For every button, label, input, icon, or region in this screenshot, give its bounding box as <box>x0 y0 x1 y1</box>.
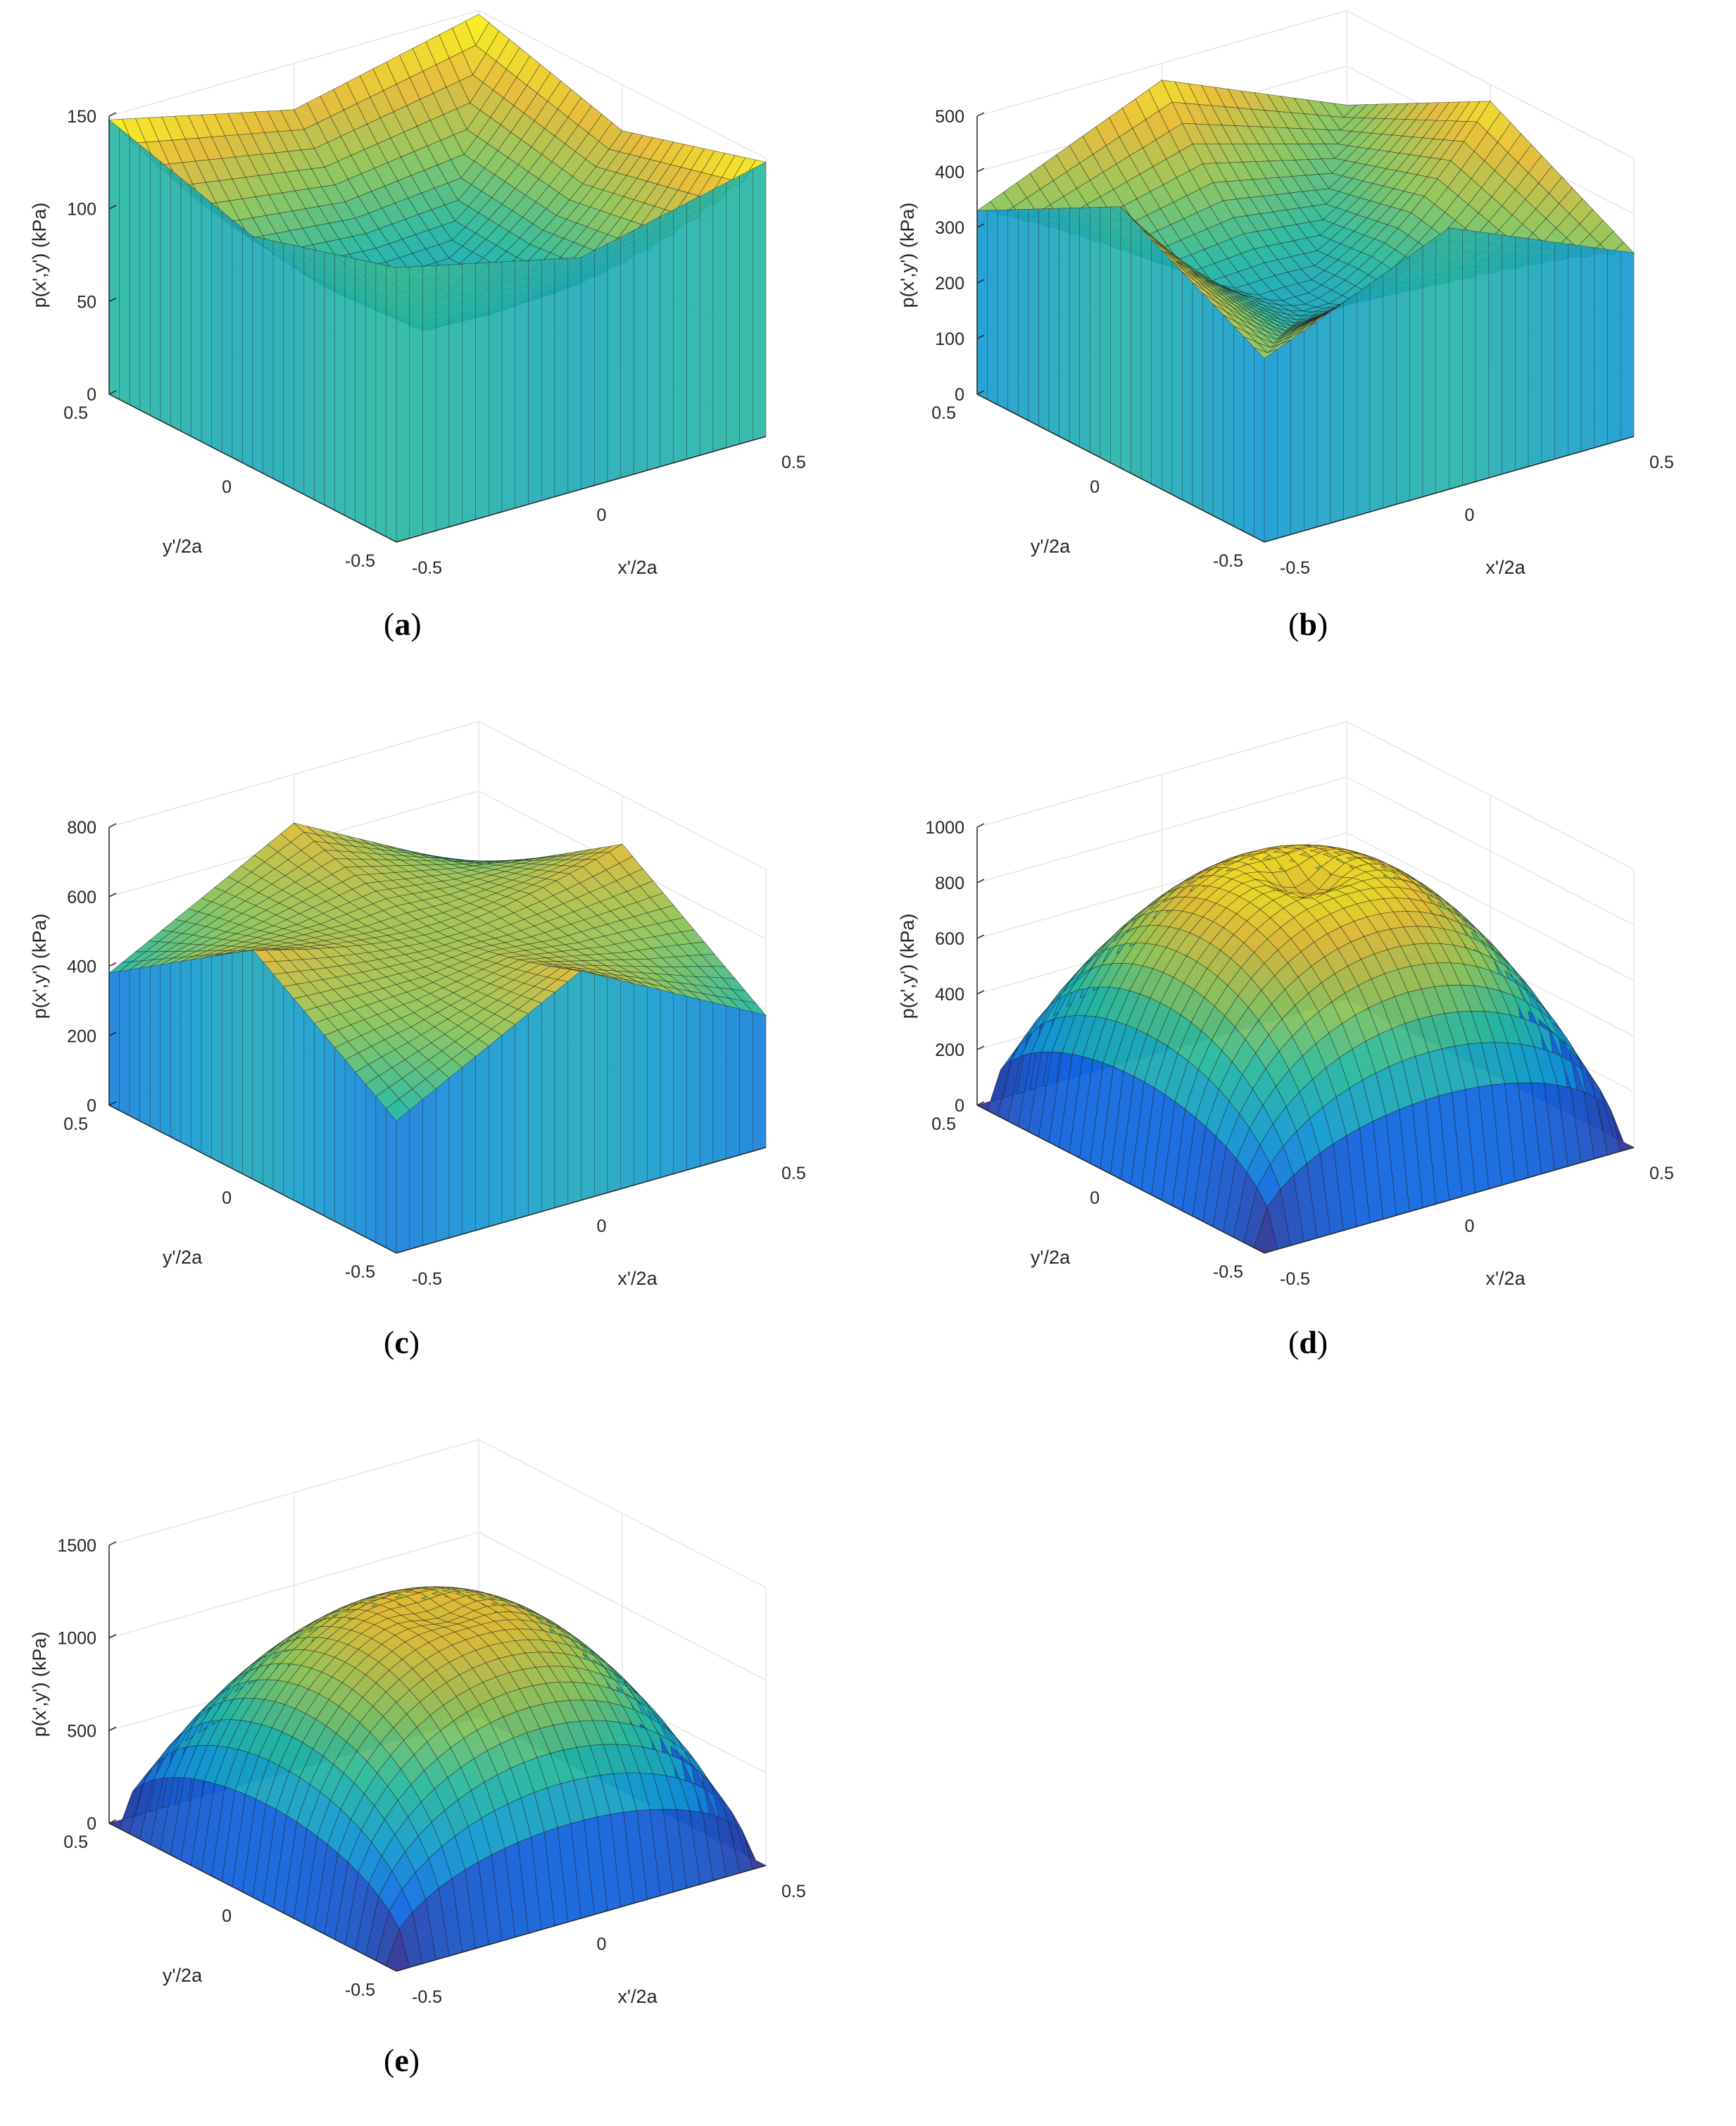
z-tick-label: 1000 <box>925 818 964 838</box>
z-tick-label: 600 <box>935 929 964 949</box>
y-tick-label: 0.5 <box>931 1114 956 1134</box>
z-tick-label: 400 <box>935 163 964 182</box>
z-tick-label: 300 <box>935 218 964 238</box>
z-tick-label: 500 <box>935 107 964 127</box>
caption-c: (c) <box>384 1324 420 1360</box>
y-tick-label: 0 <box>222 1188 232 1208</box>
z-axis-label: p(x',y') (kPa) <box>29 914 50 1019</box>
x-tick-label: 0.5 <box>1649 453 1674 472</box>
z-tick-label: 0 <box>87 385 96 405</box>
x-tick-label: 0 <box>597 505 607 525</box>
y-axis-label: y'/2a <box>163 1965 203 1986</box>
caption-a: (a) <box>384 606 422 642</box>
chart-panel-b: 0 100 200 300 400 500 0.5 0 -0.5 -0.5 0 0.5 y'/2a x'/… <box>868 0 1736 697</box>
x-tick-label: -0.5 <box>412 1987 442 2007</box>
axes-frame <box>108 823 767 1254</box>
z-tick-label: 0 <box>87 1814 96 1834</box>
surface-walls <box>976 206 1635 543</box>
caption-b: (b) <box>1288 606 1328 642</box>
y-axis-label: y'/2a <box>163 536 203 557</box>
z-tick-label: 50 <box>77 292 96 312</box>
z-tick-label: 100 <box>935 329 964 349</box>
y-tick-label: 0.5 <box>63 1114 88 1134</box>
x-tick-label: 0.5 <box>781 1164 806 1183</box>
caption-d: (d) <box>1288 1324 1328 1360</box>
z-tick-label: 200 <box>935 1040 964 1060</box>
y-tick-label: -0.5 <box>345 551 375 571</box>
z-tick-label: 800 <box>935 874 964 893</box>
axes-frame <box>976 112 1635 543</box>
z-tick-label: 200 <box>935 274 964 294</box>
x-axis-label: x'/2a <box>617 557 658 578</box>
z-tick-label: 150 <box>67 107 96 127</box>
y-axis-label: y'/2a <box>163 1247 203 1268</box>
z-tick-label: 200 <box>67 1026 96 1046</box>
x-axis-label: x'/2a <box>1485 1268 1526 1289</box>
y-tick-label: 0.5 <box>63 403 88 423</box>
x-axis-label: x'/2a <box>617 1986 658 2007</box>
z-tick-label: 500 <box>67 1721 96 1741</box>
y-tick-label: 0 <box>222 1906 232 1926</box>
x-tick-label: -0.5 <box>412 558 442 578</box>
z-axis-label: p(x',y') (kPa) <box>897 203 918 308</box>
x-axis-label: x'/2a <box>1485 557 1526 578</box>
surface-mesh <box>976 844 1635 1254</box>
z-tick-label: 1000 <box>57 1629 96 1649</box>
axes-frame <box>976 823 1635 1254</box>
x-tick-label: 0 <box>1465 1216 1475 1236</box>
y-tick-label: 0 <box>222 477 232 497</box>
z-axis-label: p(x',y') (kPa) <box>29 1632 50 1737</box>
y-tick-label: 0.5 <box>931 403 956 423</box>
surface-walls <box>108 119 767 543</box>
z-tick-label: 0 <box>955 385 964 405</box>
x-tick-label: -0.5 <box>1280 558 1310 578</box>
chart-panel-e: 0 500 1000 1500 0.5 0 -0.5 -0.5 0 0.5 y'/2a x'/2a p(… <box>0 1429 868 2126</box>
z-tick-label: 400 <box>67 957 96 977</box>
x-tick-label: 0.5 <box>781 453 806 472</box>
z-tick-label: 600 <box>67 888 96 907</box>
y-tick-label: -0.5 <box>345 1980 375 2000</box>
y-tick-label: -0.5 <box>345 1262 375 1282</box>
chart-panel-c: 0 200 400 600 800 0.5 0 -0.5 -0.5 0 0.5 y'/2a x'/2a p… <box>0 711 868 1408</box>
z-tick-label: 0 <box>87 1096 96 1116</box>
x-tick-label: 0.5 <box>1649 1164 1674 1183</box>
surface-mesh <box>108 1586 767 1972</box>
z-tick-label: 1500 <box>57 1536 96 1556</box>
y-tick-label: 0 <box>1090 477 1100 497</box>
axes-frame <box>108 112 767 543</box>
x-tick-label: -0.5 <box>412 1269 442 1289</box>
x-tick-label: 0 <box>597 1216 607 1236</box>
y-tick-label: 0.5 <box>63 1832 88 1852</box>
x-tick-label: 0 <box>1465 505 1475 525</box>
z-tick-label: 100 <box>67 200 96 220</box>
z-tick-label: 800 <box>67 818 96 838</box>
y-tick-label: 0 <box>1090 1188 1100 1208</box>
z-axis-label: p(x',y') (kPa) <box>897 914 918 1019</box>
z-axis-label: p(x',y') (kPa) <box>29 203 50 308</box>
z-tick-label: 0 <box>955 1096 964 1116</box>
y-axis-label: y'/2a <box>1031 1247 1071 1268</box>
x-tick-label: 0 <box>597 1935 607 1954</box>
chart-panel-d: 0 200 400 600 800 1000 0.5 0 -0.5 -0.5 0 0.5 y'/2a x'… <box>868 711 1736 1408</box>
x-tick-label: 0.5 <box>781 1882 806 1901</box>
z-tick-label: 400 <box>935 985 964 1005</box>
x-tick-label: -0.5 <box>1280 1269 1310 1289</box>
surface-walls <box>108 949 767 1254</box>
y-axis-label: y'/2a <box>1031 536 1071 557</box>
y-tick-label: -0.5 <box>1213 551 1243 571</box>
surface-mesh <box>108 822 767 1121</box>
axes-frame <box>108 1541 767 1972</box>
y-tick-label: -0.5 <box>1213 1262 1243 1282</box>
caption-e: (e) <box>384 2042 420 2078</box>
chart-panel-a: 0 50 100 150 0.5 0 -0.5 -0.5 0 0.5 y'/2a x'/2a p(x',… <box>0 0 868 697</box>
x-axis-label: x'/2a <box>617 1268 658 1289</box>
